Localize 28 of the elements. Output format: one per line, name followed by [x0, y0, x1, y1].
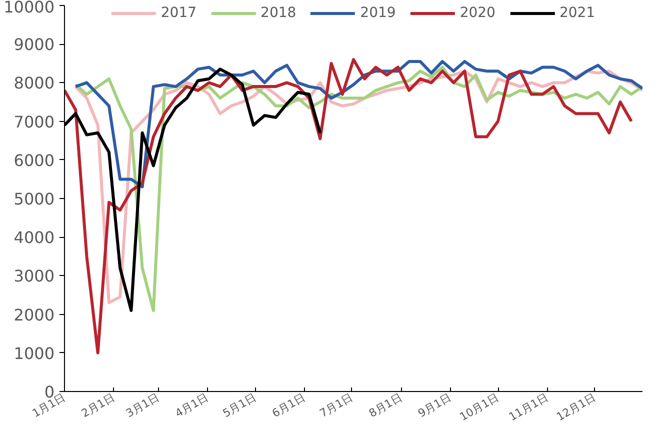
y-tick-label: 7000	[14, 112, 54, 132]
legend-label: 2019	[360, 5, 396, 21]
x-tick-label: 2月1日	[79, 390, 117, 420]
x-tick-label: 10月1日	[458, 390, 502, 424]
y-tick-label: 1000	[14, 344, 54, 363]
x-tick-label: 11月1日	[506, 390, 550, 424]
legend-label: 2021	[559, 5, 596, 21]
y-tick-label: 3000	[14, 266, 54, 286]
y-tick-label: 2000	[14, 305, 54, 324]
x-tick-label: 6月1日	[270, 390, 308, 420]
x-tick-label: 8月1日	[366, 390, 404, 420]
line-series	[64, 58, 633, 354]
x-tick-label: 9月1日	[416, 390, 454, 420]
x-tick-label: 3月1日	[124, 390, 162, 420]
legend-label: 2020	[460, 5, 496, 21]
y-tick-label: 8000	[14, 74, 54, 93]
y-tick-label: 4000	[14, 228, 54, 248]
y-tick-label: 9000	[14, 35, 54, 54]
x-tick-label: 5月1日	[220, 390, 258, 420]
x-tick-label: 12月1日	[554, 390, 598, 424]
legend-label: 2018	[260, 5, 296, 21]
y-tick-label: 6000	[14, 150, 54, 170]
y-tick-label: 5000	[14, 190, 54, 208]
line-series	[74, 60, 642, 188]
x-tick-label: 4月1日	[172, 390, 211, 420]
x-tick-label: 7月1日	[317, 390, 356, 420]
y-tick-label: 10000	[4, 0, 55, 16]
legend-label: 2017	[160, 5, 197, 21]
